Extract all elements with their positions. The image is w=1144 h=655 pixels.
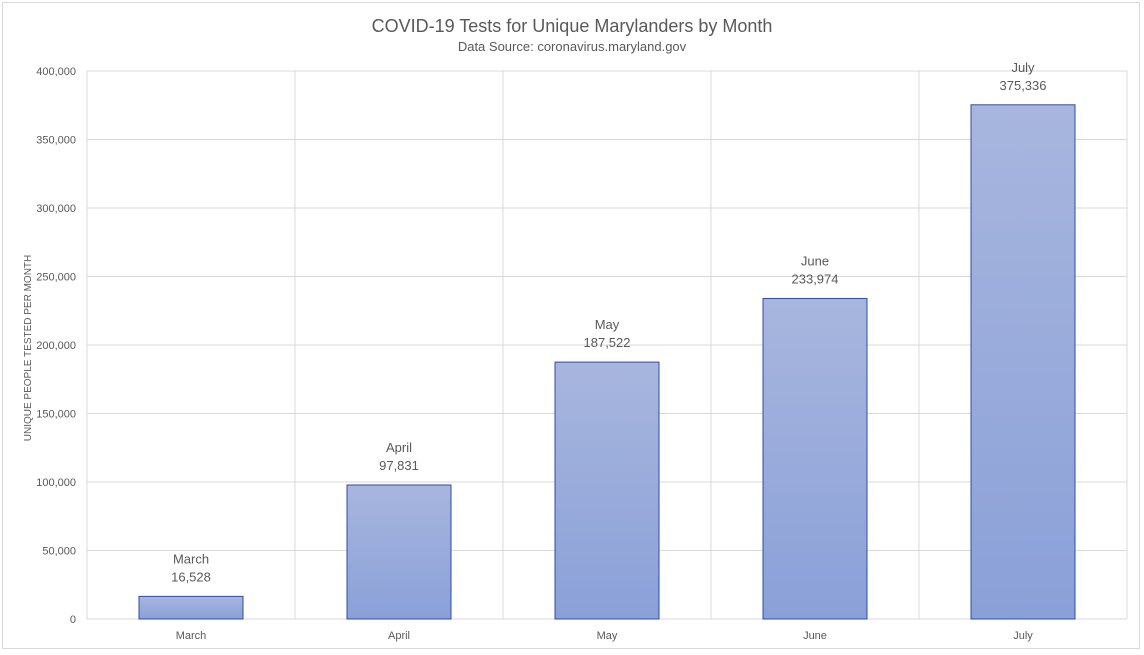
x-tick-label: May	[597, 630, 618, 642]
y-tick-label: 350,000	[36, 135, 76, 147]
data-label-value: 187,522	[584, 335, 631, 350]
bars-layer	[138, 104, 1076, 620]
y-tick-label: 50,000	[42, 546, 76, 558]
chart-title: COVID-19 Tests for Unique Marylanders by…	[372, 16, 773, 36]
data-label-value: 233,974	[792, 271, 839, 286]
x-tick-label: March	[176, 630, 207, 642]
y-tick-label: 400,000	[36, 66, 76, 78]
bar-chart: COVID-19 Tests for Unique Marylanders by…	[23, 16, 1128, 642]
bar-march	[138, 595, 244, 620]
data-label-value: 375,336	[1000, 78, 1047, 93]
data-label-category: June	[801, 253, 829, 268]
y-tick-label: 200,000	[36, 340, 76, 352]
bar-april	[346, 484, 452, 620]
chart-subtitle: Data Source: coronavirus.maryland.gov	[458, 39, 687, 54]
data-label-category: May	[595, 317, 620, 332]
y-tick-label: 100,000	[36, 477, 76, 489]
data-label-value: 16,528	[171, 569, 211, 584]
x-tick-label: July	[1013, 630, 1033, 642]
data-label-category: July	[1011, 60, 1035, 75]
y-tick-label: 300,000	[36, 203, 76, 215]
x-tick-label: April	[388, 630, 410, 642]
y-axis-label: UNIQUE PEOPLE TESTED PER MONTH	[23, 255, 34, 442]
x-tick-label: June	[803, 630, 827, 642]
bar-may	[554, 361, 660, 620]
y-tick-label: 150,000	[36, 409, 76, 421]
data-label-category: March	[173, 551, 209, 566]
bar-july	[970, 104, 1076, 620]
y-tick-label: 0	[70, 614, 76, 626]
y-tick-label: 250,000	[36, 272, 76, 284]
data-label-value: 97,831	[379, 458, 419, 473]
grid-layer	[86, 70, 1128, 620]
bar-june	[762, 297, 868, 620]
data-label-category: April	[386, 440, 412, 455]
labels-layer: 0 50,000 100,000 150,000 200,000 250,000 300,0…	[36, 60, 1046, 642]
